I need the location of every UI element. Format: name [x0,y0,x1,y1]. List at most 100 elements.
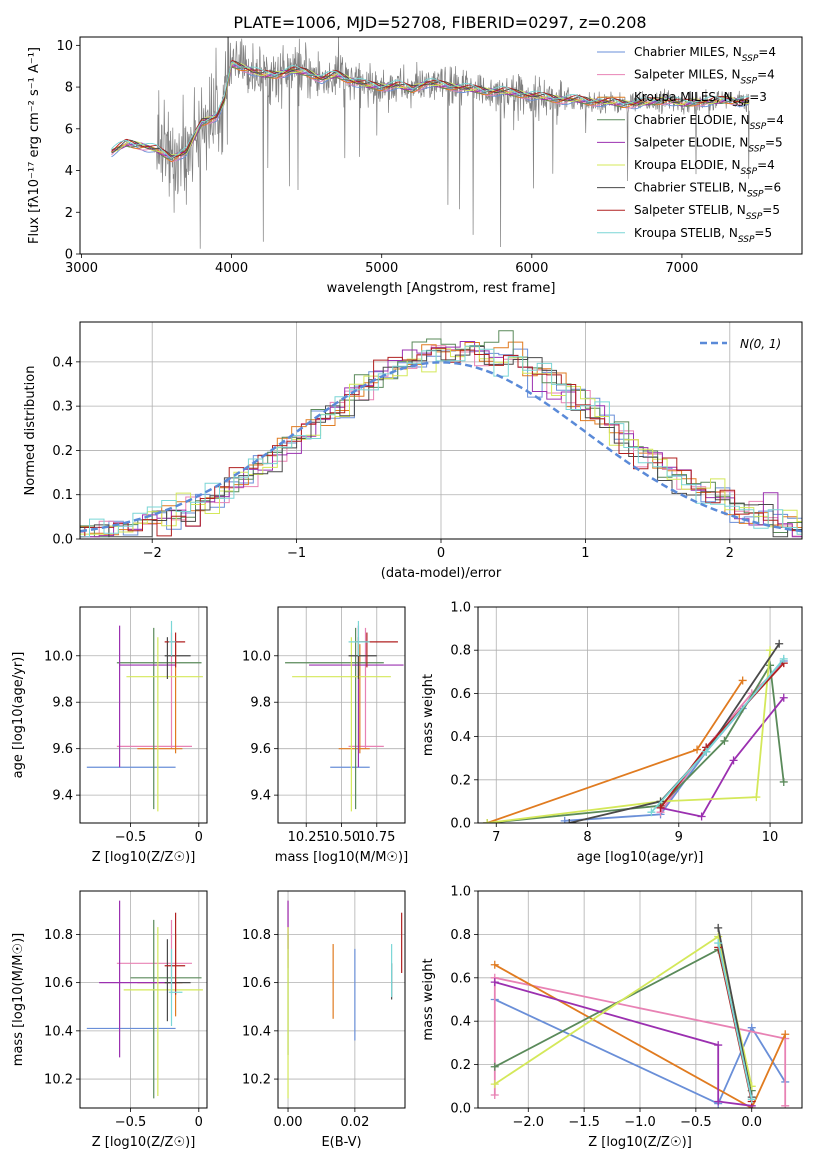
x-axis-label: (data-model)/error [381,566,502,581]
y-tick-label: 1.0 [450,601,471,616]
y-tick-label: 10.0 [242,649,271,664]
y-tick-label: 10.4 [44,1024,73,1039]
y-tick-label: 10.6 [242,976,271,991]
axes-frame [477,606,803,824]
errorbar-salpeter-miles [116,919,192,995]
y-tick-label: 9.6 [52,742,73,757]
y-tick-label: 6 [65,122,73,137]
axes-frame [79,890,208,1109]
x-tick-label: 5000 [365,261,398,276]
y-tick-label: 10.8 [44,928,73,943]
series-chabrier-stelib [565,639,784,823]
y-axis-label: mass weight [421,674,436,756]
errorbar-kroupa-elodie [292,637,391,812]
series-marker [747,1023,756,1032]
legend-sub: SSP [746,212,763,222]
y-tick-label: 2 [65,206,73,221]
y-tick-label: 0.4 [450,730,471,745]
legend-count: =4 [758,45,776,59]
errorbar-chabrier-stelib [164,939,191,1022]
legend-label: N(0, 1) [740,337,781,351]
errorbar-salpeter-miles [116,632,192,749]
series-marker [747,1095,756,1104]
errorbars [86,620,203,812]
legend-label: Kroupa STELIB, NSSP=5 [634,226,772,245]
model-spectrum-salpeter-stelib [111,59,750,159]
x-tick-label: 8 [583,830,591,845]
x-axis-label: mass [log10(M/M☉)] [275,850,408,865]
errorbar-kroupa-elodie [123,927,203,1096]
mass-vs-ebv-plot: 0.00 0.02 10.2 10.4 10.6 10.8 E(B-V) [242,890,406,1150]
axes-frame [79,36,803,255]
y-tick-label: 9.4 [52,789,73,804]
errorbar-salpeter-elodie [99,900,176,1058]
y-axis-label: Flux [fλ10⁻¹⁷ erg cm⁻² s⁻¹ A⁻¹] [27,47,42,244]
series-line [493,976,787,1106]
y-tick-label: 9.8 [52,696,73,711]
histogram-kroupa-miles [80,341,802,536]
y-tick-label: 0.2 [450,1058,471,1073]
spectrum-legend: Chabrier MILES, NSSP=4 Salpeter MILES, NS… [597,45,784,245]
y-tick-label: 0.3 [52,400,73,415]
series-kroupa-stelib [647,654,788,817]
x-tick-label: 7000 [665,261,698,276]
series-marker [779,654,788,663]
series-line [494,981,752,1107]
series-marker [766,661,775,670]
legend-count: =4 [766,113,784,127]
series-marker [490,1090,499,1099]
y-tick-label: 0.6 [450,971,471,986]
series-marker [781,1101,790,1108]
histogram-kroupa-stelib [80,345,802,538]
errorbar-kroupa-stelib [168,620,176,656]
mass-weight-vs-metallicity-plot: −2.0 −1.5 −1.0 −0.5 0.0 0.0 0.2 0.4 0.6 0.8 1.0 Z [… [421,885,803,1150]
y-tick-label: 0 [65,248,73,263]
series-marker [490,960,499,969]
series-marker [693,745,702,754]
legend-count: =6 [764,181,782,195]
y-tick-label: 0.8 [450,644,471,659]
x-tick-label: 7 [492,830,500,845]
series-marker [779,777,788,786]
x-axis-label: E(B-V) [321,1135,361,1150]
x-axis-label: age [log10(age/yr)] [577,850,704,865]
y-tick-label: 0.1 [52,488,73,503]
series-marker [483,819,492,823]
residual-histogram-plot: −2 −1 0 1 2 0.0 0.1 0.2 0.3 0.4 (data-model)/error… [23,321,803,581]
x-axis-label: Z [log10(Z/Z☉)] [92,850,196,865]
histogram-kroupa-elodie [80,346,802,535]
legend-label: Kroupa ELODIE, NSSP=4 [634,158,775,177]
spectrum-title: PLATE=1006, MJD=52708, FIBERID=0297, z=0… [233,13,646,32]
errorbar-salpeter-stelib [164,912,186,995]
spectrum-plot: 3000 4000 5000 6000 7000 0 2 4 6 8 10 wavelength [A… [27,36,803,296]
age-vs-metallicity-plot: −0.5 0 9.4 9.6 9.8 10.0 Z [log10(Z/Z☉)] age [lo… [11,606,208,865]
axes-frame [277,606,406,824]
normal-curve [80,361,802,533]
x-tick-label: 1 [581,546,589,561]
x-tick-label: −0.5 [115,830,147,845]
model-spectrum-kroupa-stelib [111,61,750,159]
y-tick-label: 0.8 [450,928,471,943]
axes-frame [79,321,803,540]
x-tick-label: 10.50 [323,830,360,845]
y-axis-label: age [log10(age/yr)] [11,652,26,779]
series-marker [714,1041,723,1050]
series-line [717,942,753,1100]
series-line [494,948,753,1091]
y-tick-label: 10.2 [242,1073,271,1088]
series-lines [490,923,790,1108]
x-tick-label: −2.0 [512,1115,544,1130]
y-tick-label: 10.8 [242,928,271,943]
legend-count: =4 [757,68,775,82]
series-marker [560,816,569,823]
y-tick-label: 1.0 [450,885,471,900]
series-marker [775,639,784,648]
series-marker [490,978,499,987]
series-marker [714,1097,723,1106]
x-tick-label: −1.0 [624,1115,656,1130]
y-tick-label: 0.0 [450,817,471,832]
histogram-salpeter-stelib [80,347,802,538]
y-tick-label: 9.6 [250,742,271,757]
y-tick-label: 0.0 [450,1102,471,1117]
